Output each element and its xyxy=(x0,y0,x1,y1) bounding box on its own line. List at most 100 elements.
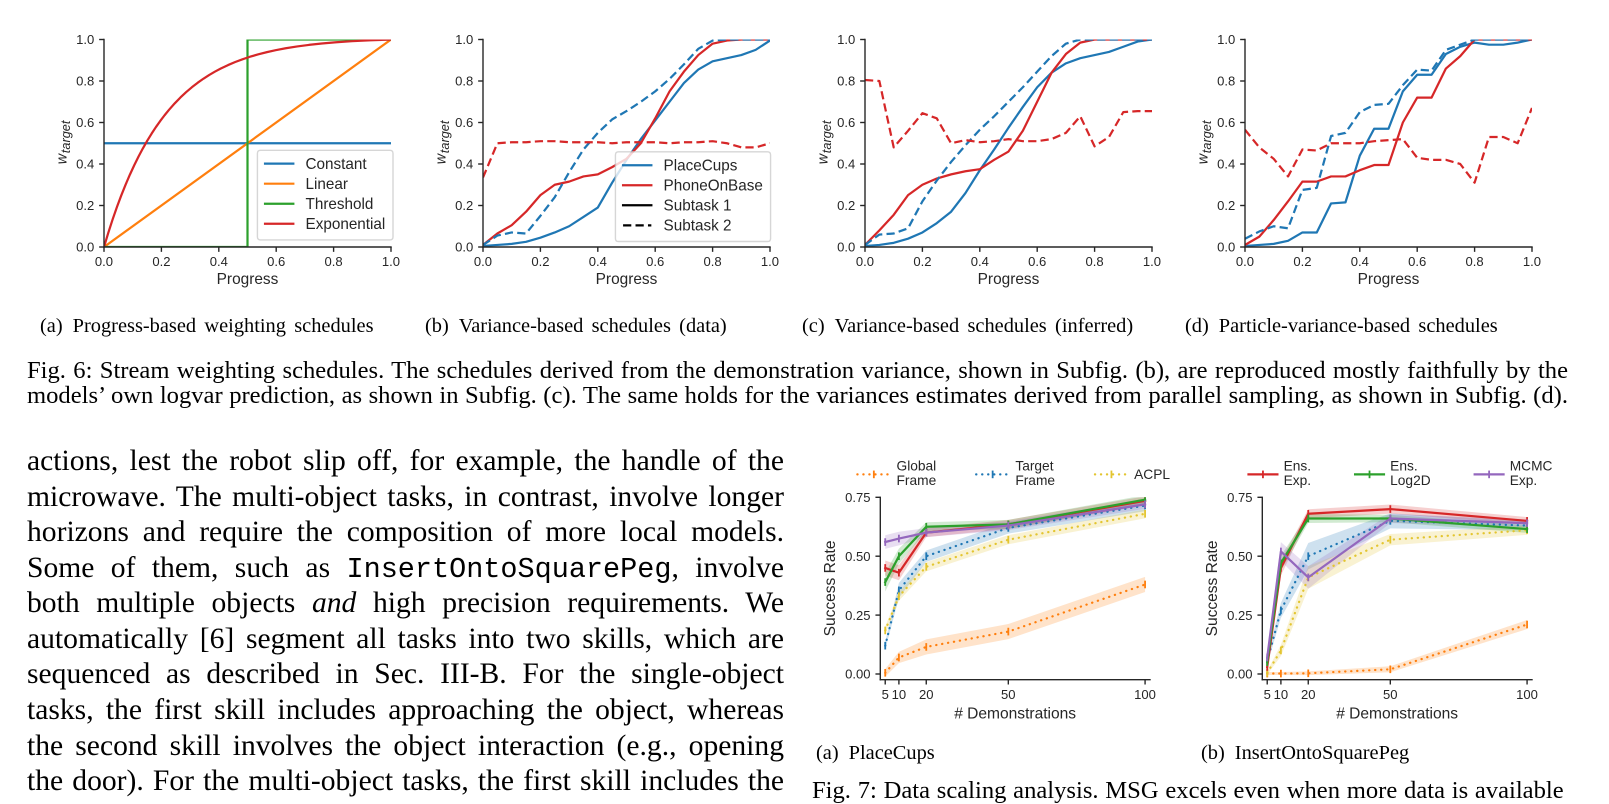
svg-text:target: target xyxy=(437,120,452,153)
svg-text:# Demonstrations: # Demonstrations xyxy=(1336,705,1458,722)
svg-text:1.0: 1.0 xyxy=(1217,32,1235,47)
svg-text:0.6: 0.6 xyxy=(1028,254,1046,269)
svg-text:Ens.: Ens. xyxy=(1284,458,1311,473)
svg-text:0.2: 0.2 xyxy=(837,198,855,213)
svg-text:0.0: 0.0 xyxy=(94,254,112,269)
svg-text:0.2: 0.2 xyxy=(532,254,550,269)
svg-text:0.4: 0.4 xyxy=(1351,254,1369,269)
svg-text:0.6: 0.6 xyxy=(1408,254,1426,269)
svg-text:Global: Global xyxy=(897,458,937,473)
svg-text:target: target xyxy=(57,120,72,153)
svg-text:0.4: 0.4 xyxy=(589,254,607,269)
svg-text:Target: Target xyxy=(1015,458,1053,473)
svg-text:0.6: 0.6 xyxy=(837,115,855,130)
svg-text:Success Rate: Success Rate xyxy=(1204,541,1221,637)
svg-text:0.6: 0.6 xyxy=(1217,115,1235,130)
svg-text:1.0: 1.0 xyxy=(456,32,474,47)
svg-text:target: target xyxy=(819,120,834,153)
svg-text:Ens.: Ens. xyxy=(1390,458,1417,473)
svg-text:1.0: 1.0 xyxy=(837,32,855,47)
svg-text:1.0: 1.0 xyxy=(1143,254,1161,269)
svg-text:0.75: 0.75 xyxy=(1227,490,1252,505)
svg-text:Success Rate: Success Rate xyxy=(822,541,839,637)
svg-text:Linear: Linear xyxy=(305,176,347,193)
svg-text:1.0: 1.0 xyxy=(761,254,779,269)
svg-text:0.2: 0.2 xyxy=(913,254,931,269)
svg-text:0.0: 0.0 xyxy=(474,254,492,269)
svg-text:0.2: 0.2 xyxy=(456,198,474,213)
svg-text:0.25: 0.25 xyxy=(845,608,870,623)
svg-text:PhoneOnBase: PhoneOnBase xyxy=(664,178,763,195)
svg-text:Exponential: Exponential xyxy=(305,216,385,233)
svg-text:Subtask 1: Subtask 1 xyxy=(664,198,732,215)
svg-text:10: 10 xyxy=(1274,687,1289,702)
svg-text:Subtask 2: Subtask 2 xyxy=(664,218,732,235)
svg-text:0.8: 0.8 xyxy=(1465,254,1483,269)
svg-text:20: 20 xyxy=(919,687,934,702)
svg-text:# Demonstrations: # Demonstrations xyxy=(954,705,1076,722)
svg-text:0.8: 0.8 xyxy=(456,74,474,89)
svg-text:w: w xyxy=(1195,152,1211,164)
svg-text:Threshold: Threshold xyxy=(305,196,373,213)
svg-text:0.75: 0.75 xyxy=(845,490,870,505)
svg-text:0.0: 0.0 xyxy=(1217,240,1235,255)
svg-text:0.8: 0.8 xyxy=(837,74,855,89)
svg-text:Constant: Constant xyxy=(305,156,367,173)
svg-text:50: 50 xyxy=(1383,687,1398,702)
svg-text:Progress: Progress xyxy=(978,271,1040,288)
svg-text:0.8: 0.8 xyxy=(76,74,94,89)
svg-text:Frame: Frame xyxy=(1015,473,1055,488)
svg-text:Exp.: Exp. xyxy=(1284,473,1311,488)
svg-text:5: 5 xyxy=(882,687,889,702)
svg-text:0.4: 0.4 xyxy=(1217,157,1235,172)
svg-text:0.0: 0.0 xyxy=(1236,254,1254,269)
svg-text:0.4: 0.4 xyxy=(971,254,989,269)
svg-text:0.2: 0.2 xyxy=(1293,254,1311,269)
svg-text:0.25: 0.25 xyxy=(1227,608,1252,623)
svg-text:w: w xyxy=(434,152,450,164)
svg-text:0.4: 0.4 xyxy=(209,254,227,269)
svg-text:w: w xyxy=(54,152,70,164)
svg-text:1.0: 1.0 xyxy=(381,254,399,269)
svg-text:0.2: 0.2 xyxy=(76,198,94,213)
svg-text:MCMC: MCMC xyxy=(1510,458,1553,473)
svg-text:0.6: 0.6 xyxy=(456,115,474,130)
svg-text:w: w xyxy=(815,152,831,164)
svg-text:0.00: 0.00 xyxy=(1227,667,1252,682)
svg-text:Progress: Progress xyxy=(216,271,278,288)
svg-text:0.50: 0.50 xyxy=(1227,549,1252,564)
svg-text:5: 5 xyxy=(1264,687,1271,702)
svg-text:Progress: Progress xyxy=(1358,271,1420,288)
svg-text:0.4: 0.4 xyxy=(456,157,474,172)
svg-text:0.2: 0.2 xyxy=(152,254,170,269)
svg-text:0.8: 0.8 xyxy=(704,254,722,269)
svg-text:0.00: 0.00 xyxy=(845,667,870,682)
svg-text:Exp.: Exp. xyxy=(1510,473,1537,488)
svg-text:ACPL: ACPL xyxy=(1134,467,1170,482)
svg-text:0.4: 0.4 xyxy=(837,157,855,172)
svg-text:0.0: 0.0 xyxy=(456,240,474,255)
svg-text:0.8: 0.8 xyxy=(324,254,342,269)
svg-text:50: 50 xyxy=(1001,687,1016,702)
svg-text:0.0: 0.0 xyxy=(837,240,855,255)
svg-text:100: 100 xyxy=(1516,687,1538,702)
svg-text:0.0: 0.0 xyxy=(76,240,94,255)
svg-text:PlaceCups: PlaceCups xyxy=(664,158,738,175)
svg-text:target: target xyxy=(1199,120,1214,153)
svg-text:0.6: 0.6 xyxy=(647,254,665,269)
svg-text:Frame: Frame xyxy=(897,473,937,488)
svg-text:Progress: Progress xyxy=(596,271,658,288)
svg-text:0.8: 0.8 xyxy=(1217,74,1235,89)
svg-text:100: 100 xyxy=(1134,687,1156,702)
svg-text:20: 20 xyxy=(1301,687,1316,702)
svg-text:1.0: 1.0 xyxy=(1523,254,1541,269)
svg-text:0.2: 0.2 xyxy=(1217,198,1235,213)
svg-text:0.0: 0.0 xyxy=(856,254,874,269)
svg-text:Log2D: Log2D xyxy=(1390,473,1431,488)
svg-text:10: 10 xyxy=(892,687,907,702)
svg-text:0.6: 0.6 xyxy=(76,115,94,130)
svg-text:0.6: 0.6 xyxy=(267,254,285,269)
svg-text:0.4: 0.4 xyxy=(76,157,94,172)
svg-text:1.0: 1.0 xyxy=(76,32,94,47)
svg-text:0.8: 0.8 xyxy=(1085,254,1103,269)
